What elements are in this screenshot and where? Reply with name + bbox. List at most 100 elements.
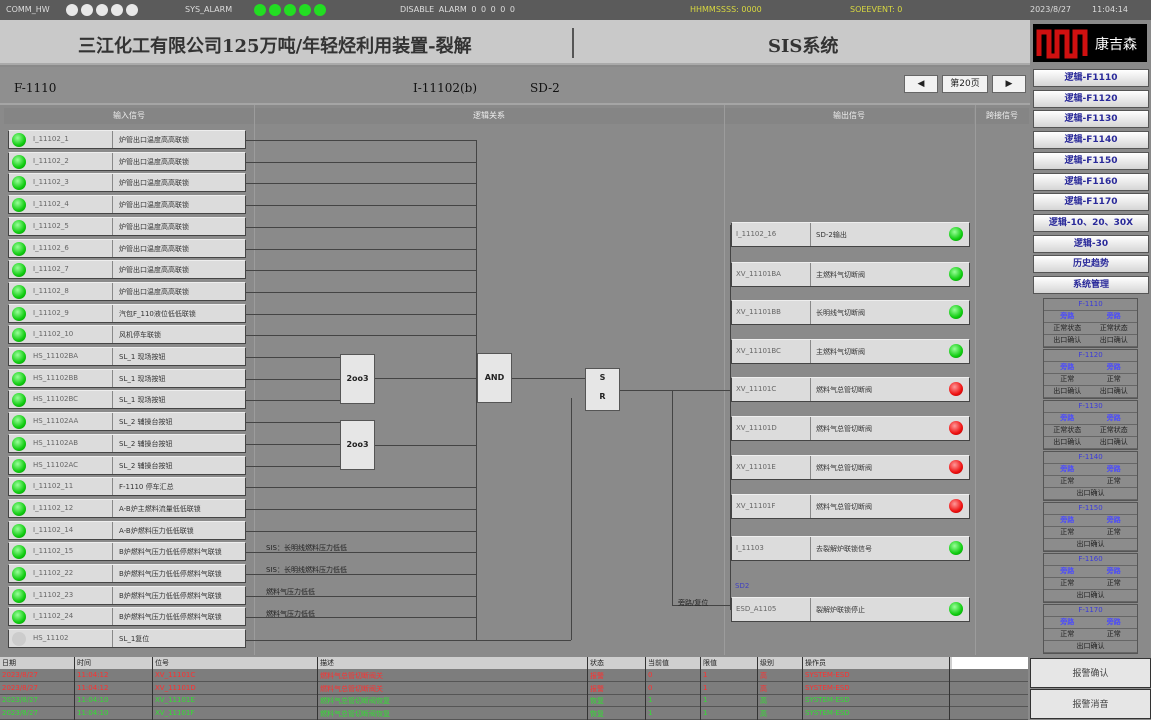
output-row[interactable]: XV_11101BA 主燃料气切断阀 [731,262,970,287]
column-divider [802,657,803,720]
bypass-button[interactable]: 旁路 [1060,516,1075,524]
input-desc: B炉燃料气压力低低停燃料气联锁 [119,591,222,600]
row-divider [112,174,113,192]
row-divider [810,223,811,246]
input-row[interactable]: HS_11102BC SL_1 现场按钮 [8,390,246,410]
input-row[interactable]: HS_11102BB SL_1 现场按钮 [8,368,246,388]
row-divider [112,434,113,452]
bypass-button[interactable]: 旁路 [1060,312,1075,320]
input-row[interactable]: I_11102_9 汽包F_110液位低低联锁 [8,303,246,323]
bypass-button[interactable]: 旁路 [1106,465,1121,473]
input-row[interactable]: HS_11102AC SL_2 辅操台按钮 [8,455,246,475]
input-row[interactable]: HS_11102BA SL_1 现场按钮 [8,347,246,366]
nav-button[interactable]: 系统管理 [1033,276,1149,294]
column-divider [724,105,725,655]
output-row[interactable]: ESD_A1105 裂解炉联锁停止 [731,597,970,622]
input-row[interactable]: I_11102_1 炉管出口温度高高联锁 [8,130,246,149]
status-pair: 正常 正常 [1044,578,1137,590]
output-row[interactable]: XV_11101D 燃料气总管切断阀 [731,416,970,441]
nav-button[interactable]: 逻辑-10、20、30X [1033,213,1149,232]
bypass-button[interactable]: 旁路 [1060,465,1075,473]
output-row[interactable]: XV_11101BB 长明线气切断阀 [731,300,970,325]
bypass-buttons: 旁路 旁路 [1044,464,1137,476]
input-row[interactable]: HS_11102AB SL_2 辅操台按钮 [8,433,246,453]
reset-label: 旁路/复位 [678,599,709,607]
title-bar: 三江化工有限公司125万吨/年轻烃利用装置-裂解 SIS系统 [0,20,1030,65]
bypass-button[interactable]: 旁路 [1060,618,1075,626]
bypass-button[interactable]: 旁路 [1060,363,1075,371]
prev-page-button[interactable]: ◀ [904,75,938,93]
nav-button[interactable]: 逻辑-30 [1033,234,1149,253]
bypass-button[interactable]: 旁路 [1106,567,1121,575]
input-row[interactable]: I_11102_11 F-1110 停车汇总 [8,477,246,497]
input-row[interactable]: I_11102_15 B炉燃料气压力低低停燃料气联锁 [8,542,246,562]
status-pair: 正常 正常 [1044,476,1137,488]
status-led-icon [12,284,26,299]
bypass-button[interactable]: 旁路 [1106,516,1121,524]
input-desc: SL_2 辅操台按钮 [119,439,173,448]
nav-button[interactable]: 逻辑-F1140 [1033,131,1149,150]
input-desc: SL_2 辅操台按钮 [119,461,173,470]
input-row[interactable]: HS_11102AA SL_2 辅操台按钮 [8,412,246,432]
input-row[interactable]: I_11102_6 炉管出口温度高高联锁 [8,238,246,258]
input-row[interactable]: I_11102_22 B炉燃料气压力低低停燃料气联锁 [8,564,246,583]
table-cell: 1 [648,708,653,717]
input-row[interactable]: I_11102_14 A-B炉燃料压力低低联锁 [8,520,246,540]
table-cell: XV_11101C [155,671,196,679]
wire [246,183,476,184]
bypass-button[interactable]: 旁路 [1060,567,1075,575]
input-row[interactable]: I_11102_4 炉管出口温度高高联锁 [8,195,246,215]
input-row[interactable]: I_11102_12 A-B炉主燃料流量低低联锁 [8,498,246,518]
output-row[interactable]: XV_11101E 燃料气总管切断阀 [731,455,970,480]
input-row[interactable]: I_11102_3 炉管出口温度高高联锁 [8,173,246,193]
input-desc: B炉燃料气压力低低停燃料气联锁 [119,613,222,622]
alarm-ack-button[interactable]: 报警确认 [1030,658,1151,688]
bypass-button[interactable]: 旁路 [1106,414,1121,422]
nav-button[interactable]: 历史趋势 [1033,255,1149,274]
output-row[interactable]: XV_11101C 燃料气总管切断阀 [731,377,970,402]
nav-button[interactable]: 逻辑-F1170 [1033,193,1149,212]
output-row[interactable]: I_11102_16 SD-2输出 [731,222,970,247]
bypass-button[interactable]: 旁路 [1106,618,1121,626]
row-divider [810,456,811,479]
bypass-button[interactable]: 旁路 [1060,414,1075,422]
input-row[interactable]: HS_11102 SL_1复位 [8,629,246,649]
output-desc: 主燃料气切断阀 [816,271,865,279]
alarm-silence-button[interactable]: 报警消音 [1030,689,1151,719]
alarm-table[interactable]: 日期 时间 位号 描述 状态 当前值 限值 级别 操作员 2023/8/27 11:04:12 XV_… [0,657,1028,720]
input-tag: I_11102_3 [33,178,69,187]
confirm-text: 出口确认 [1076,540,1105,548]
column-divider [317,657,318,720]
bypass-button[interactable]: 旁路 [1106,312,1121,320]
output-row[interactable]: XV_11101BC 主燃料气切断阀 [731,339,970,364]
disable-alarm: DISABLE ALARM 0 0 0 0 0 [400,5,515,14]
input-row[interactable]: I_11102_5 炉管出口温度高高联锁 [8,216,246,236]
next-page-button[interactable]: ▶ [992,75,1026,93]
wire [246,314,476,315]
vote-block-1: 2oo3 [340,354,375,404]
nav-button[interactable]: 逻辑-F1120 [1033,89,1149,108]
output-tag: XV_11101BC [736,347,781,355]
output-row[interactable]: I_11103 去裂解炉联锁信号 [731,536,970,561]
nav-button[interactable]: 逻辑-F1150 [1033,151,1149,170]
output-row[interactable]: XV_11101F 燃料气总管切断阀 [731,494,970,519]
row-divider [0,718,1028,720]
input-row[interactable]: I_11102_7 炉管出口温度高高联锁 [8,260,246,280]
confirm-text: 出口确认 [1099,387,1128,395]
row-divider [0,706,1028,707]
nav-button[interactable]: 逻辑-F1130 [1033,110,1149,129]
input-row[interactable]: I_11102_8 炉管出口温度高高联锁 [8,281,246,301]
nav-button[interactable]: 逻辑-F1160 [1033,172,1149,191]
nav-button[interactable]: 逻辑-F1110 [1033,69,1149,87]
bypass-button[interactable]: 旁路 [1106,363,1121,371]
comm-led [66,4,78,16]
input-row[interactable]: I_11102_10 风机停车联锁 [8,325,246,345]
input-row[interactable]: I_11102_23 B炉燃料气压力低低停燃料气联锁 [8,585,246,605]
output-desc: 燃料气总管切断阀 [816,425,872,433]
logo-text: 康吉森 [1095,37,1137,53]
status-led-icon [949,305,963,319]
input-row[interactable]: I_11102_2 炉管出口温度高高联锁 [8,151,246,171]
column-divider [587,657,588,720]
input-row[interactable]: I_11102_24 B炉燃料气压力低低停燃料气联锁 [8,607,246,627]
logic-column-header: 逻辑关系 [254,108,724,124]
